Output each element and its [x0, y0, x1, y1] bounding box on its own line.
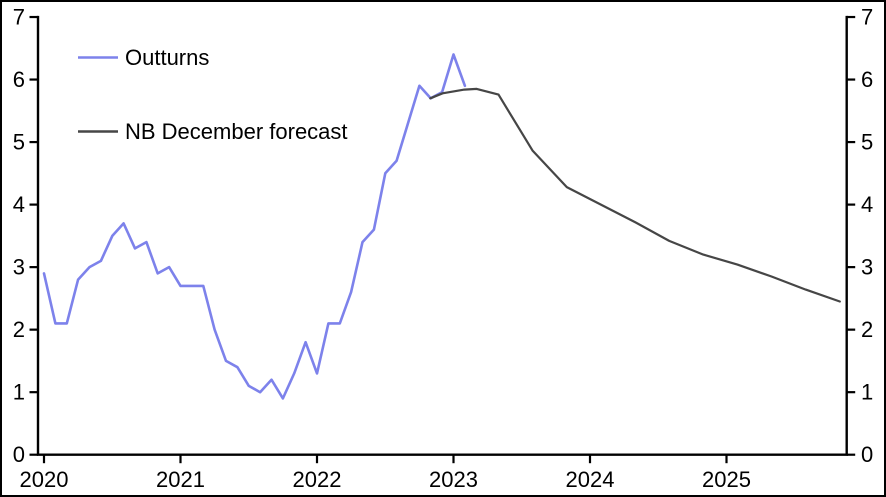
- x-axis-label-2025: 2025: [702, 467, 751, 492]
- y-axis-label-left-1: 1: [13, 380, 25, 405]
- axes: 0 0 1 1 2 2 3 3 4 4 5 5 6 6 7 7 2020 2021 2022 2023 2024 2025: [13, 5, 874, 492]
- y-axis-label-right-2: 2: [861, 317, 873, 342]
- y-axis-label-left-4: 4: [13, 192, 25, 217]
- y-axis-label-right-3: 3: [861, 255, 873, 280]
- y-axis-label-left-2: 2: [13, 317, 25, 342]
- legend: Outturns NB December forecast: [78, 45, 348, 144]
- series-line-outturns: [42, 53, 467, 400]
- forecast-legend-label: NB December forecast: [125, 119, 348, 144]
- y-axis-label-right-0: 0: [861, 442, 873, 467]
- y-axis-label-right-1: 1: [861, 380, 873, 405]
- y-axis-label-right-5: 5: [861, 130, 873, 155]
- y-axis-label-left-0: 0: [13, 442, 25, 467]
- series-lines: [42, 53, 841, 400]
- outturns-legend-label: Outturns: [125, 45, 209, 70]
- y-axis-label-right-4: 4: [861, 192, 873, 217]
- x-axis-label-2021: 2021: [156, 467, 205, 492]
- y-axis-label-left-3: 3: [13, 255, 25, 280]
- y-axis-label-left-6: 6: [13, 67, 25, 92]
- x-axis-label-2022: 2022: [293, 467, 342, 492]
- y-axis-label-right-7: 7: [861, 5, 873, 30]
- x-axis-label-2023: 2023: [429, 467, 478, 492]
- x-axis-label-2024: 2024: [566, 467, 615, 492]
- axis-spines: [36, 15, 848, 456]
- y-axis-label-left-5: 5: [13, 130, 25, 155]
- series-line-forecast: [429, 87, 841, 303]
- y-axis-label-left-7: 7: [13, 5, 25, 30]
- y-axis-label-right-6: 6: [861, 67, 873, 92]
- x-axis-label-2020: 2020: [20, 467, 69, 492]
